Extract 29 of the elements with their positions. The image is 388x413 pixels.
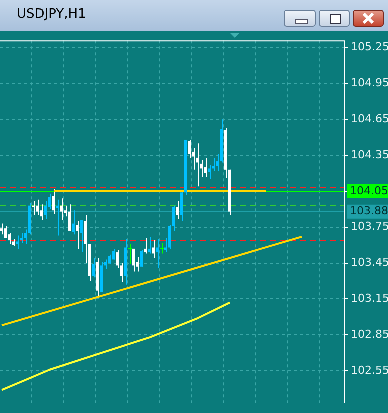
candlestick [60,198,64,221]
candlestick [76,220,80,250]
ref-line-label: 103.88 [350,204,388,218]
candlestick [36,199,40,216]
candlestick [72,210,76,236]
ref-line-label: 104.05 [350,184,388,198]
candlestick [208,164,212,180]
candlestick [188,139,192,158]
candlestick [40,204,44,221]
candlestick [0,223,4,236]
candlestick [68,204,72,232]
candlestick [108,254,112,266]
candlestick [140,250,144,268]
candlestick [148,236,152,254]
candlestick [92,258,96,278]
candlestick [52,188,56,215]
candlestick [180,190,184,222]
candlestick [196,143,200,188]
candlestick [44,200,48,220]
candlestick [152,240,156,260]
chart-title: USDJPY,H1 [17,7,86,22]
candlestick [176,200,180,220]
candlestick [132,248,136,272]
candlestick [156,238,160,269]
candlestick [104,259,108,270]
candlestick [144,238,148,254]
candlestick [204,157,208,178]
candlestick [80,220,84,254]
candlestick [8,232,12,245]
